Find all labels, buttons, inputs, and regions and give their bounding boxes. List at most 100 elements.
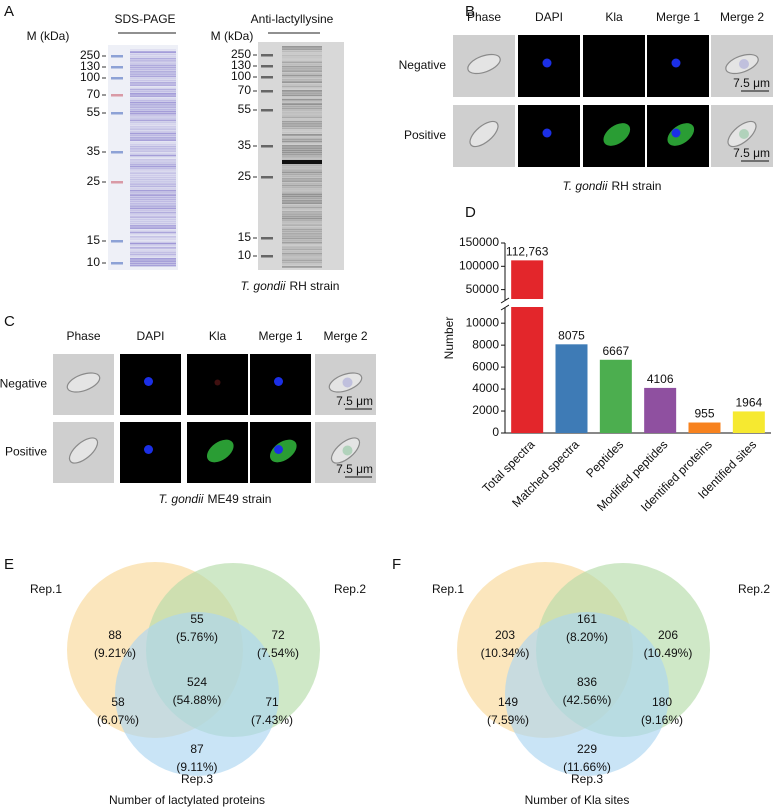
lane-band — [282, 50, 322, 53]
lane-band — [282, 173, 322, 176]
lane-band — [282, 101, 322, 103]
region-count: 55 — [190, 612, 204, 626]
panel-label: A — [4, 3, 14, 20]
lane-band — [130, 108, 176, 111]
lane-band — [130, 240, 176, 243]
marker-label: 35 — [238, 138, 252, 152]
lane-band — [130, 66, 176, 69]
set-label: Rep.1 — [30, 582, 62, 596]
lane-band — [130, 185, 176, 188]
lane-band — [130, 93, 176, 95]
region-percent: (7.43%) — [251, 713, 293, 727]
kla-signal — [667, 123, 695, 146]
lane-band — [282, 131, 322, 134]
lane-band — [130, 130, 176, 133]
lane-band — [282, 169, 322, 171]
dapi-signal — [542, 58, 552, 68]
lane-band — [282, 59, 322, 61]
lane-band — [282, 79, 322, 81]
gel-title: Anti-lactyllysine — [251, 12, 334, 26]
marker-band — [261, 76, 273, 79]
kla-signal — [206, 439, 234, 463]
marker-label: 130 — [231, 58, 251, 72]
lane-band — [282, 208, 322, 211]
y-tick-label: 150000 — [459, 235, 499, 249]
scale-bar-label: 7.5 μm — [336, 394, 373, 408]
marker-label: 70 — [87, 87, 101, 101]
lane-band — [130, 156, 176, 159]
kla-signal — [603, 123, 631, 146]
bar — [511, 260, 544, 433]
lane-band — [130, 165, 176, 168]
lane-band — [130, 192, 176, 194]
lane-band — [282, 48, 322, 50]
lane-band — [282, 191, 322, 193]
column-header: Merge 2 — [720, 10, 764, 24]
marker-band — [111, 66, 123, 69]
faint-signal — [214, 379, 221, 386]
bar — [599, 359, 632, 433]
lane-band — [130, 95, 176, 97]
lane-band — [282, 109, 322, 112]
lane-band — [282, 90, 322, 92]
lane-band — [130, 132, 176, 135]
marker-label: 100 — [80, 70, 100, 84]
lane-band — [130, 231, 176, 234]
caption-species: T. gondii — [241, 279, 286, 293]
lane-band — [130, 90, 176, 93]
lane-band — [130, 247, 176, 249]
lane-band — [130, 216, 176, 218]
lane-band — [130, 134, 176, 137]
set-label: Rep.3 — [571, 772, 603, 786]
region-count: 72 — [271, 628, 285, 642]
lane-band — [282, 233, 322, 235]
row-label: Positive — [5, 445, 47, 459]
marker-band — [111, 94, 123, 97]
lane-band — [282, 250, 322, 253]
column-header: DAPI — [136, 329, 164, 343]
parasite — [66, 372, 101, 393]
lane-band — [130, 229, 176, 232]
lane-band — [282, 263, 322, 266]
bar — [644, 387, 677, 433]
dapi-signal — [144, 377, 153, 386]
lane-band — [130, 97, 176, 100]
lane-band — [282, 228, 322, 231]
marker-label: 25 — [87, 174, 101, 188]
marker-label: 250 — [80, 48, 100, 62]
lane-band — [130, 88, 176, 91]
y-tick-label: 8000 — [472, 337, 499, 351]
venn-circle — [115, 612, 279, 776]
lane-band — [282, 127, 322, 130]
lane-band — [130, 154, 176, 157]
scale-bar-label: 7.5 μm — [336, 462, 373, 476]
venn-caption: Number of lactylated proteins — [109, 793, 265, 807]
lane-band — [130, 255, 176, 258]
lane-band — [282, 222, 322, 224]
x-tick-label: Peptides — [583, 437, 626, 480]
lane-band — [282, 171, 322, 174]
lane-band — [130, 227, 176, 229]
caption-strain: ME49 strain — [207, 492, 271, 506]
lane-band — [130, 163, 176, 166]
lane-band — [130, 181, 176, 183]
lane-band — [282, 74, 322, 77]
row-label: Negative — [399, 58, 447, 72]
axis-break — [500, 304, 510, 311]
lane-band — [282, 125, 322, 127]
lane-band — [130, 49, 176, 51]
lane-band — [130, 170, 176, 172]
marker-band — [111, 262, 123, 265]
lane-band — [282, 76, 322, 79]
lane-band — [130, 104, 176, 106]
axis-break — [500, 297, 510, 304]
dapi-signal — [671, 128, 681, 138]
caption-strain: RH strain — [611, 179, 661, 193]
lane-band — [130, 242, 176, 245]
value-label: 1964 — [735, 396, 762, 410]
lane-band — [130, 236, 176, 238]
lane-band — [282, 149, 322, 152]
lane-band — [282, 200, 322, 202]
value-label: 4106 — [647, 372, 674, 386]
